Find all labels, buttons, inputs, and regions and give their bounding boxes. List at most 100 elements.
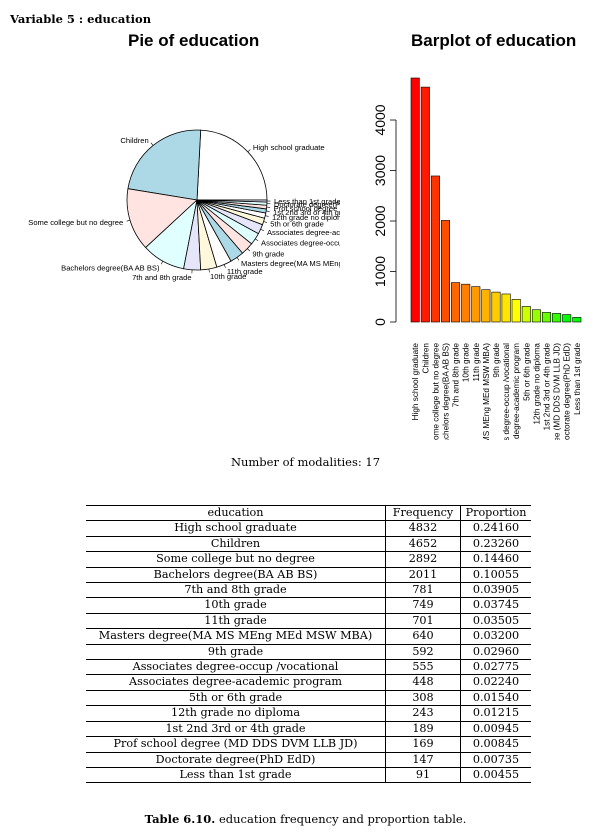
cell-frequency: 781 [385,582,461,599]
pie-leader-line [263,221,268,223]
cell-education: 9th grade [86,644,386,661]
bar [542,312,552,323]
cell-proportion: 0.00735 [460,752,531,768]
cell-frequency: 640 [385,628,461,645]
cell-frequency: 2011 [385,567,461,584]
cell-frequency: 4832 [385,520,461,537]
cell-proportion: 0.03905 [460,582,531,599]
table-row: Less than 1st grade 91 0.00455 [86,767,531,784]
x-tick-label: Prof school degree (MD DDS DVM LLB JD) [553,343,562,440]
bar [461,283,471,323]
x-tick-label: 1st 2nd 3rd or 4th grade [543,343,552,431]
cell-education: 5th or 6th grade [86,690,386,707]
cell-proportion: 0.00945 [460,721,531,738]
pie-slice [196,129,268,201]
pie-slice-label: Bachelors degree(BA AB BS) [61,263,160,272]
pie-slice-label: Associates degree-occup /vocational [261,239,340,248]
pie-slice-label: 5th or 6th grade [270,220,324,229]
table-row: 11th grade 701 0.03505 [86,613,531,630]
x-tick-label: Associates degree-occup /vocational [502,343,511,440]
pie-slice-label: Doctorate degree(PhD EdD) [274,200,340,209]
cell-frequency: 189 [385,721,461,738]
x-tick-label: 10th grade [462,343,471,383]
pie-slice-label: 10th grade [210,272,246,281]
table-row: Some college but no degree 2892 0.14460 [86,551,531,568]
pie-leader-line [266,210,270,212]
x-tick-label: Children [421,343,430,374]
cell-proportion: 0.03505 [460,613,531,630]
table-row: High school graduate 4832 0.24160 [86,520,531,537]
pie-chart-title: Pie of education [128,31,260,50]
pie-slice [127,129,202,201]
bar [572,317,582,323]
cell-frequency: 749 [385,597,461,614]
cell-education: 12th grade no diploma [86,705,386,722]
cell-education: Some college but no degree [86,551,386,568]
cell-frequency: 169 [385,736,461,753]
pie-slice-label: Children [120,136,148,145]
cell-education: Associates degree-academic program [86,674,386,691]
cell-education: 1st 2nd 3rd or 4th grade [86,721,386,738]
cell-proportion: 0.14460 [460,551,531,568]
x-tick-label: Less than 1st grade [573,343,582,415]
pie-slice-label: Masters degree(MA MS MEng MEd MSW MBA) [241,259,340,268]
cell-education: Associates degree-occup /vocational [86,659,386,676]
cell-frequency: 701 [385,613,461,630]
bar-chart-title: Barplot of education [411,31,577,50]
pie-slice-label: 1st 2nd 3rd or 4th grade [273,208,340,217]
bar [481,289,491,323]
cell-education: Less than 1st grade [86,767,386,784]
pie-slice [126,188,198,249]
y-tick-label: 0 [372,318,388,326]
cell-frequency: 147 [385,752,461,768]
pie-leader-line [247,248,251,252]
pie-slice-label: Prof school degree (MD DDS DVM LLB JD) [274,204,340,213]
modalities-count: Number of modalities: 17 [230,455,381,469]
cell-frequency: 555 [385,659,461,676]
x-tick-label: Some college but no degree [431,343,440,440]
bar [531,309,541,323]
bar [410,77,420,323]
frequency-table: education Frequency Proportion High scho… [86,504,531,784]
header-education: education [86,504,386,522]
table-row: Associates degree-occup /vocational 555 0.… [86,659,531,676]
table-caption: Table 6.10. education frequency and prop… [0,812,611,826]
bar [451,282,461,323]
table-row: 7th and 8th grade 781 0.03905 [86,582,531,599]
caption-label: Table 6.10. [144,812,216,826]
pie-leader-line [160,260,164,265]
bar [420,86,430,323]
table-row: Masters degree(MA MS MEng MEd MSW MBA) 64… [86,628,531,645]
header-frequency: Frequency [385,504,461,522]
bar [441,220,451,323]
x-tick-label: Bachelors degree(BA AB BS) [442,343,451,440]
bar [501,293,511,323]
x-tick-label: 5th or 6th grade [522,343,531,401]
pie-slice-label: 9th grade [252,250,284,259]
pie-slice-label: Associates degree-academic program [267,228,340,237]
pie-slice-label: Less than 1st grade [274,197,340,206]
cell-proportion: 0.03200 [460,628,531,645]
table-row: 10th grade 749 0.03745 [86,597,531,614]
pie-leader-line [236,257,240,261]
pie-leader-line [255,238,259,242]
cell-frequency: 91 [385,767,461,784]
cell-proportion: 0.02775 [460,659,531,676]
cell-frequency: 2892 [385,551,461,568]
cell-proportion: 0.03745 [460,597,531,614]
y-tick-label: 3000 [372,155,388,186]
bar [471,286,481,323]
pie-leader-line [247,149,251,153]
cell-proportion: 0.01215 [460,705,531,722]
table-row: 9th grade 592 0.02960 [86,644,531,661]
pie-slice [196,199,268,203]
cell-frequency: 308 [385,690,461,707]
cell-education: Prof school degree (MD DDS DVM LLB JD) [86,736,386,753]
cell-proportion: 0.01540 [460,690,531,707]
table-row: Bachelors degree(BA AB BS) 2011 0.10055 [86,567,531,584]
y-tick-label: 4000 [372,104,388,135]
cell-proportion: 0.23260 [460,536,531,553]
cell-education: 11th grade [86,613,386,630]
cell-education: High school graduate [86,520,386,537]
pie-chart: High school graduate Children Some college… [28,129,340,282]
